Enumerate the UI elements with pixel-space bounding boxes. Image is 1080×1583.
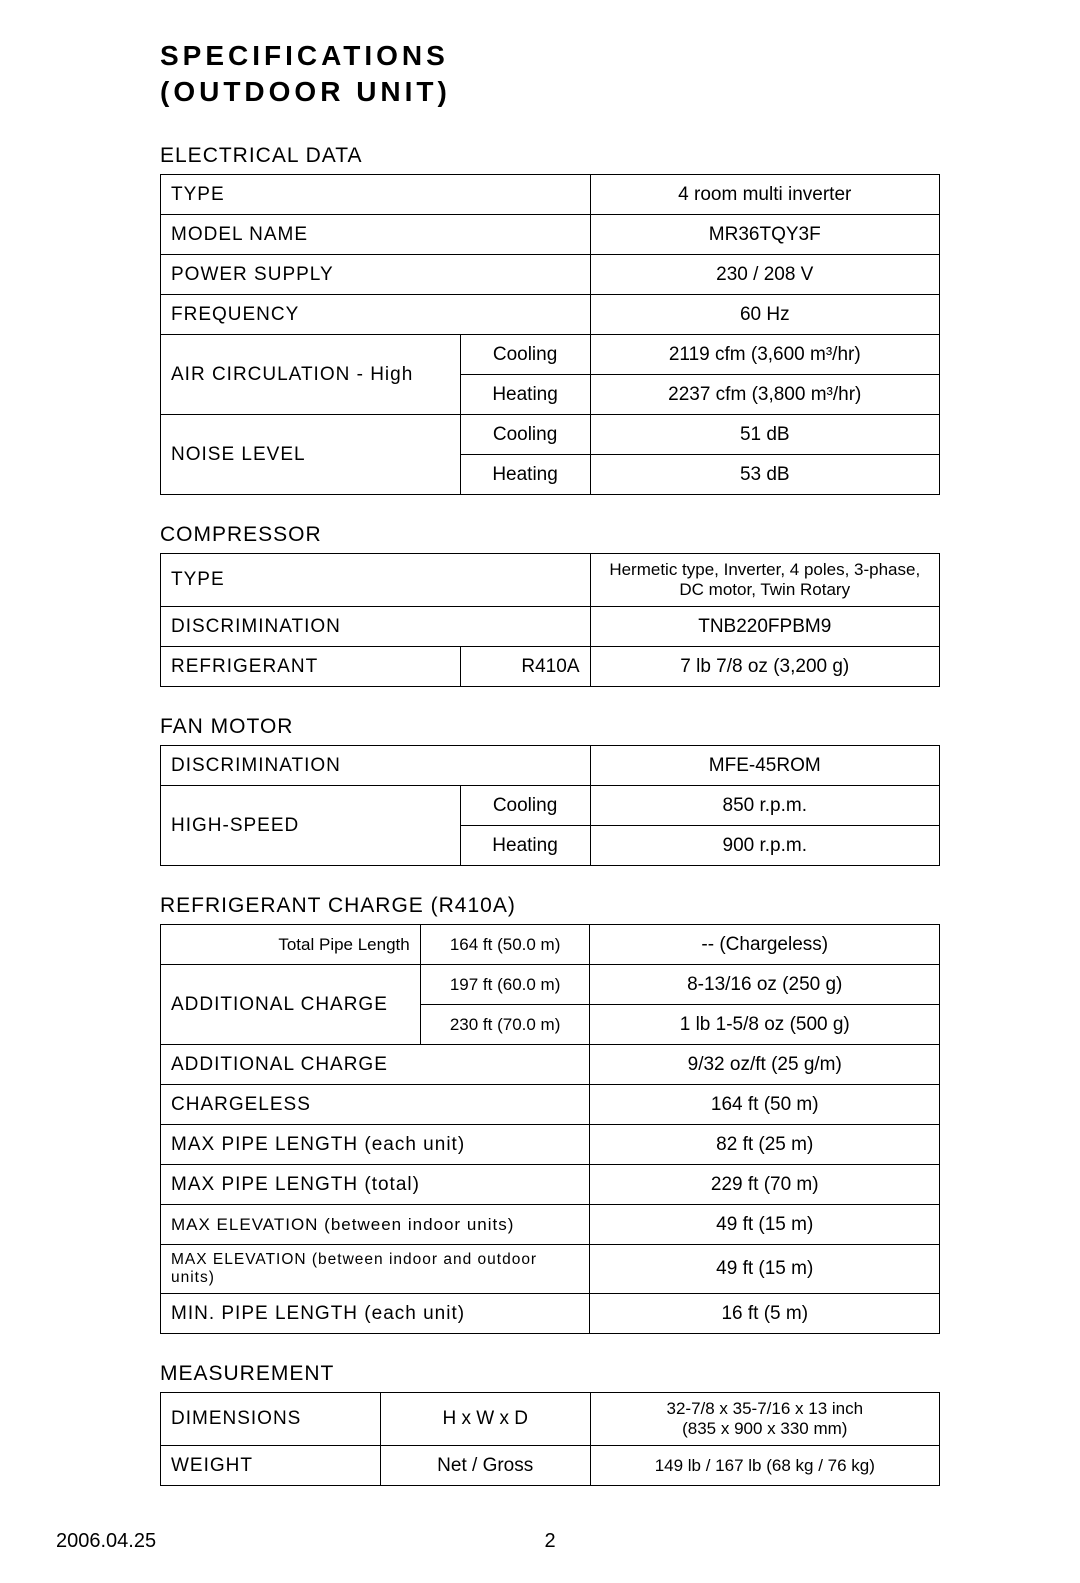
row-value: -- (Chargeless) <box>590 925 940 965</box>
row-label: MAX ELEVATION (between indoor and outdoo… <box>161 1245 590 1294</box>
row-value: 49 ft (15 m) <box>590 1205 940 1245</box>
row-value: TNB220FPBM9 <box>590 607 940 647</box>
row-sub: Cooling <box>460 415 590 455</box>
section-heading-compressor: COMPRESSOR <box>160 523 940 547</box>
row-value: 2119 cfm (3,600 m³/hr) <box>590 335 939 375</box>
section-heading-electrical: ELECTRICAL DATA <box>160 144 940 168</box>
row-value: 850 r.p.m. <box>590 786 940 826</box>
row-label: ADDITIONAL CHARGE <box>161 965 421 1045</box>
fanmotor-table: DISCRIMINATION MFE-45ROM HIGH-SPEED Cool… <box>160 745 940 866</box>
row-value: 51 dB <box>590 415 939 455</box>
row-sub: 197 ft (60.0 m) <box>420 965 590 1005</box>
row-value: 1 lb 1-5/8 oz (500 g) <box>590 1005 940 1045</box>
row-value: MFE-45ROM <box>590 746 940 786</box>
row-sub: Cooling <box>460 786 590 826</box>
row-value: 60 Hz <box>590 295 939 335</box>
row-sub: H x W x D <box>380 1393 590 1446</box>
row-value: 164 ft (50 m) <box>590 1085 940 1125</box>
row-label: TYPE <box>161 554 591 607</box>
row-value: 2237 cfm (3,800 m³/hr) <box>590 375 939 415</box>
electrical-table: TYPE 4 room multi inverter MODEL NAME MR… <box>160 174 940 495</box>
row-label: TYPE <box>161 175 591 215</box>
row-label: HIGH-SPEED <box>161 786 461 866</box>
measurement-table: DIMENSIONS H x W x D 32-7/8 x 35-7/16 x … <box>160 1392 940 1486</box>
row-value: Hermetic type, Inverter, 4 poles, 3-phas… <box>590 554 940 607</box>
row-label: Total Pipe Length <box>161 925 421 965</box>
footer-date: 2006.04.25 <box>56 1530 156 1553</box>
spec-sheet: SPECIFICATIONS (OUTDOOR UNIT) ELECTRICAL… <box>160 40 940 1486</box>
row-value: 230 / 208 V <box>590 255 939 295</box>
row-label: FREQUENCY <box>161 295 591 335</box>
row-value: 149 lb / 167 lb (68 kg / 76 kg) <box>590 1446 939 1486</box>
row-value: 82 ft (25 m) <box>590 1125 940 1165</box>
row-label: CHARGELESS <box>161 1085 590 1125</box>
row-sub: 230 ft (70.0 m) <box>420 1005 590 1045</box>
row-sub: Cooling <box>460 335 590 375</box>
row-sub: 164 ft (50.0 m) <box>420 925 590 965</box>
row-sub: Net / Gross <box>380 1446 590 1486</box>
row-sub: Heating <box>460 375 590 415</box>
row-value: MR36TQY3F <box>590 215 939 255</box>
row-value: 229 ft (70 m) <box>590 1165 940 1205</box>
row-label: MAX ELEVATION (between indoor units) <box>161 1205 590 1245</box>
row-sub: Heating <box>460 826 590 866</box>
row-label: AIR CIRCULATION - High <box>161 335 461 415</box>
row-value: 8-13/16 oz (250 g) <box>590 965 940 1005</box>
row-value: 4 room multi inverter <box>590 175 939 215</box>
row-label: REFRIGERANT <box>161 647 461 687</box>
row-label: DISCRIMINATION <box>161 746 591 786</box>
row-value: 900 r.p.m. <box>590 826 940 866</box>
section-heading-refrigerant: REFRIGERANT CHARGE (R410A) <box>160 894 940 918</box>
row-value: 9/32 oz/ft (25 g/m) <box>590 1045 940 1085</box>
row-label: NOISE LEVEL <box>161 415 461 495</box>
row-value: 7 lb 7/8 oz (3,200 g) <box>590 647 940 687</box>
page-title-2: (OUTDOOR UNIT) <box>160 76 940 108</box>
row-label: DISCRIMINATION <box>161 607 591 647</box>
page-footer: 2006.04.25 2 <box>50 1530 1030 1553</box>
row-label: ADDITIONAL CHARGE <box>161 1045 590 1085</box>
page-title-1: SPECIFICATIONS <box>160 40 940 72</box>
row-value: 32-7/8 x 35-7/16 x 13 inch (835 x 900 x … <box>590 1393 939 1446</box>
row-label: MAX PIPE LENGTH (total) <box>161 1165 590 1205</box>
row-label: DIMENSIONS <box>161 1393 381 1446</box>
row-label: MODEL NAME <box>161 215 591 255</box>
section-heading-fanmotor: FAN MOTOR <box>160 715 940 739</box>
row-sub: Heating <box>460 455 590 495</box>
row-sub: R410A <box>460 647 590 687</box>
row-label: POWER SUPPLY <box>161 255 591 295</box>
footer-page-number: 2 <box>544 1530 555 1553</box>
row-label: MAX PIPE LENGTH (each unit) <box>161 1125 590 1165</box>
row-value: 49 ft (15 m) <box>590 1245 940 1294</box>
compressor-table: TYPE Hermetic type, Inverter, 4 poles, 3… <box>160 553 940 687</box>
row-label: WEIGHT <box>161 1446 381 1486</box>
row-value: 53 dB <box>590 455 939 495</box>
section-heading-measurement: MEASUREMENT <box>160 1362 940 1386</box>
row-value: 16 ft (5 m) <box>590 1294 940 1334</box>
refrigerant-table: Total Pipe Length 164 ft (50.0 m) -- (Ch… <box>160 924 940 1334</box>
row-label: MIN. PIPE LENGTH (each unit) <box>161 1294 590 1334</box>
